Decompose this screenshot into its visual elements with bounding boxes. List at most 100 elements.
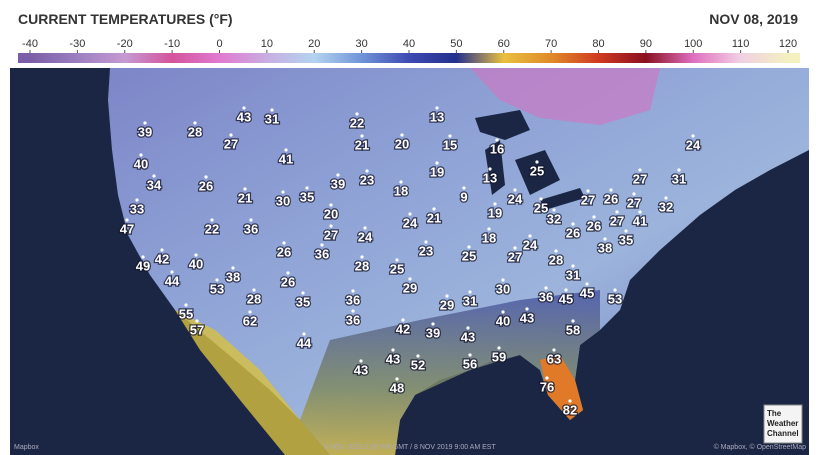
city-dot: [195, 319, 199, 323]
temperature: 13: [430, 109, 444, 124]
city-dot: [365, 169, 369, 173]
city-dot: [305, 186, 309, 190]
scale-tick-label: 50: [450, 38, 462, 50]
temperature: 52: [411, 357, 425, 372]
city-dot: [467, 245, 471, 249]
city-dot: [141, 255, 145, 259]
temperature: 38: [226, 269, 240, 284]
temperature: 24: [523, 237, 538, 252]
temperature: 47: [120, 221, 134, 236]
city-dot: [284, 148, 288, 152]
city-dot: [395, 377, 399, 381]
land: [108, 68, 809, 455]
city-dot: [229, 133, 233, 137]
temperature: 43: [461, 329, 475, 344]
date: NOV 08, 2019: [709, 11, 798, 27]
temperature: 27: [224, 136, 238, 151]
temperature: 36: [346, 292, 360, 307]
temperature: 19: [488, 205, 502, 220]
temperature: 53: [210, 281, 224, 296]
city-dot: [545, 376, 549, 380]
temperature: 35: [619, 232, 633, 247]
temperature-labels: 39 28 43 31 27 22 13 21 20 15 16 24 40 41 19 25 34 26 39 23…: [119, 106, 702, 419]
city-dot: [391, 348, 395, 352]
temperature: 63: [547, 351, 561, 366]
temperature: 26: [587, 218, 601, 233]
temperature: 42: [396, 321, 410, 336]
temperature: 58: [566, 322, 580, 337]
logo-line: The: [767, 409, 782, 418]
temperature: 49: [136, 258, 150, 273]
temperature: 41: [633, 213, 647, 228]
city-dot: [243, 187, 247, 191]
scale-tick-label: -40: [22, 38, 38, 50]
city-dot: [468, 290, 472, 294]
city-dot: [351, 289, 355, 293]
city-dot: [416, 354, 420, 358]
temperature: 26: [277, 244, 291, 259]
city-dot: [248, 310, 252, 314]
great-lakes: [475, 110, 585, 210]
city-dot: [399, 180, 403, 184]
city-dot: [466, 326, 470, 330]
temperature: 29: [440, 297, 454, 312]
city-dot: [495, 138, 499, 142]
temperature: 24: [686, 137, 701, 152]
temperature: 48: [390, 380, 404, 395]
city-dot: [363, 226, 367, 230]
city-dot: [431, 322, 435, 326]
title: CURRENT TEMPERATURES (°F): [18, 11, 233, 27]
logo-box: [763, 404, 803, 444]
temperature: 24: [403, 215, 418, 230]
scale-tick-label: 110: [732, 38, 750, 50]
scale-tick-label: -10: [164, 38, 180, 50]
city-dot: [568, 399, 572, 403]
city-dot: [329, 203, 333, 207]
temperature: 26: [281, 274, 295, 289]
mapbox-attribution: Mapbox: [14, 444, 39, 451]
temperature: 36: [315, 246, 329, 261]
city-dot: [301, 291, 305, 295]
temperature: 31: [672, 171, 686, 186]
city-dot: [571, 264, 575, 268]
city-dot: [554, 249, 558, 253]
temperature: 43: [386, 351, 400, 366]
city-dot: [193, 121, 197, 125]
scale-tick-label: 60: [498, 38, 510, 50]
city-dot: [501, 310, 505, 314]
city-dot: [184, 303, 188, 307]
city-dot: [535, 160, 539, 164]
temperature: 34: [147, 177, 162, 192]
city-dot: [528, 234, 532, 238]
city-dot: [135, 198, 139, 202]
city-dot: [320, 243, 324, 247]
city-dot: [539, 197, 543, 201]
city-dot: [544, 286, 548, 290]
temperature: 18: [482, 230, 496, 245]
city-dot: [210, 218, 214, 222]
city-dot: [585, 282, 589, 286]
temperature: 40: [189, 256, 203, 271]
city-dot: [395, 258, 399, 262]
city-dot: [435, 106, 439, 110]
temperature: 44: [297, 335, 312, 350]
logo: The Weather Channel: [763, 404, 803, 444]
temperature: 30: [496, 281, 510, 296]
temperature: 56: [463, 356, 477, 371]
city-dot: [552, 348, 556, 352]
warm-region: [300, 290, 600, 455]
temperature: 40: [134, 156, 148, 171]
temperature: 53: [608, 291, 622, 306]
scale-tick-label: 120: [779, 38, 797, 50]
city-dot: [302, 332, 306, 336]
temperature: 26: [604, 191, 618, 206]
temperature: 36: [244, 221, 258, 236]
city-dot: [401, 318, 405, 322]
city-dot: [249, 218, 253, 222]
temperature: 25: [462, 248, 476, 263]
city-dot: [638, 210, 642, 214]
city-dot: [160, 248, 164, 252]
temperature: 26: [199, 178, 213, 193]
florida: [540, 355, 583, 420]
